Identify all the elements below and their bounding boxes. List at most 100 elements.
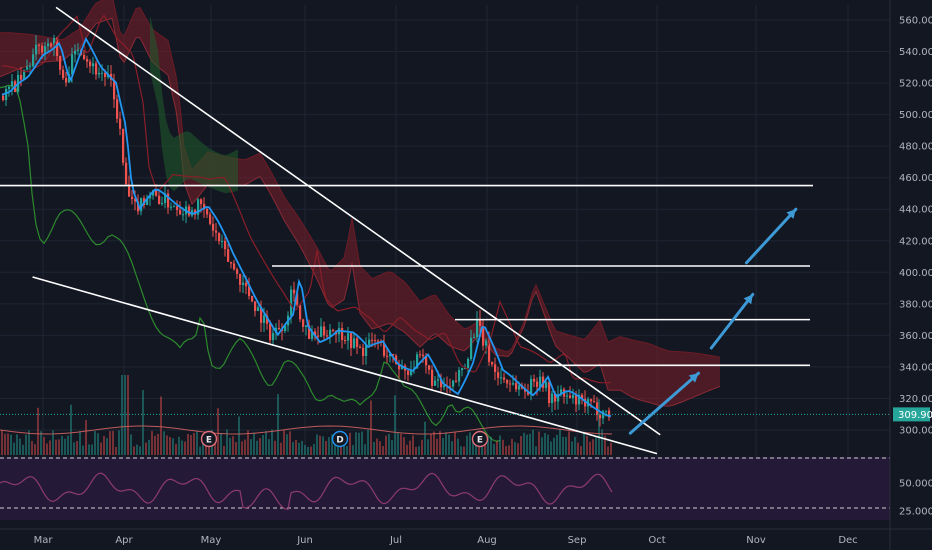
volume-bar xyxy=(445,432,447,455)
candle-body xyxy=(329,329,332,336)
candle-body xyxy=(179,210,182,215)
candle-body xyxy=(464,367,467,369)
candle-body xyxy=(41,45,44,53)
volume-bar xyxy=(1,430,3,455)
volume-bar xyxy=(241,441,243,455)
candle-body xyxy=(155,190,158,196)
candle-body xyxy=(218,232,221,242)
volume-bar xyxy=(283,430,285,455)
candle-body xyxy=(203,204,206,209)
volume-bar xyxy=(592,439,594,455)
candle-body xyxy=(494,364,497,373)
candle-body xyxy=(266,315,269,324)
volume-bar xyxy=(268,439,270,455)
volume-bar xyxy=(529,433,531,455)
indicator-line xyxy=(0,472,613,510)
volume-bar xyxy=(394,395,396,455)
event-circle xyxy=(200,430,218,448)
volume-bar xyxy=(103,435,105,455)
volume-bar xyxy=(199,446,201,455)
volume-bar xyxy=(91,444,93,455)
candle-body xyxy=(560,389,563,395)
time-tick-label: Dec xyxy=(838,535,857,546)
volume-bar xyxy=(472,438,474,455)
candle-body xyxy=(50,43,53,47)
candle-body xyxy=(572,394,575,398)
volume-bar xyxy=(535,446,537,455)
volume-bar xyxy=(370,400,372,455)
candle-body xyxy=(377,340,380,342)
candle-body xyxy=(86,59,89,62)
time-tick-label: Mar xyxy=(34,535,54,546)
candle-body xyxy=(536,381,539,387)
volume-bar xyxy=(49,440,51,455)
time-tick-label: Aug xyxy=(477,535,497,546)
volume-bar xyxy=(448,434,450,455)
volume-bar xyxy=(208,445,210,455)
volume-bar xyxy=(40,431,42,455)
candle-body xyxy=(2,95,5,101)
price-tick-label: 400.00 xyxy=(899,268,932,279)
candle-body xyxy=(59,55,62,70)
candle-body xyxy=(341,328,344,341)
candle-body xyxy=(230,261,233,264)
volume-bar xyxy=(433,431,435,455)
volume-bar xyxy=(469,432,471,455)
candle-body xyxy=(599,415,602,419)
volume-bar xyxy=(517,443,519,455)
candle-body xyxy=(566,395,569,397)
volume-bar xyxy=(409,440,411,455)
volume-bar xyxy=(391,440,393,455)
candle-body xyxy=(77,49,80,51)
volume-bar xyxy=(13,442,15,455)
event-marker[interactable]: D xyxy=(331,430,349,448)
event-circle xyxy=(471,430,489,448)
time-tick-label: Jul xyxy=(389,535,402,546)
candle-body xyxy=(260,307,263,323)
volume-bar xyxy=(250,439,252,455)
volume-bar xyxy=(220,433,222,455)
volume-bar xyxy=(76,441,78,455)
time-axis: Mar Apr May Jun Jul Aug Sep Oct Nov Dec xyxy=(34,535,858,546)
candle-body xyxy=(347,333,350,341)
volume-bar xyxy=(22,444,24,455)
volume-bar xyxy=(511,438,513,455)
candle-body xyxy=(254,301,257,312)
conversion-line xyxy=(1,36,612,417)
candle-body xyxy=(104,72,107,78)
candle-body xyxy=(35,44,38,55)
candle-body xyxy=(470,337,473,359)
candle-body xyxy=(353,338,356,348)
volume-bar xyxy=(79,431,81,455)
volume-bar xyxy=(376,438,378,455)
volume-bar xyxy=(286,434,288,455)
candle-body xyxy=(89,61,92,67)
volume-bar xyxy=(397,432,399,455)
event-marker[interactable]: E xyxy=(471,430,489,448)
volume-bar xyxy=(313,443,315,455)
candle-body xyxy=(248,286,251,296)
volume-bar xyxy=(367,429,369,455)
volume-bar xyxy=(493,444,495,455)
volume-bar xyxy=(346,446,348,455)
candle-body xyxy=(344,340,347,342)
volume-bar xyxy=(598,399,600,455)
lagging-span xyxy=(0,84,501,442)
candle-body xyxy=(215,230,218,233)
indicator-tick-label: 50.0000 xyxy=(899,479,932,490)
candle-body xyxy=(290,289,293,316)
candle-body xyxy=(98,72,101,75)
volume-bar xyxy=(46,443,48,455)
candle-body xyxy=(458,369,461,382)
event-marker[interactable]: E xyxy=(200,430,218,448)
volume-bar xyxy=(223,445,225,455)
candle-body xyxy=(71,54,74,75)
candle-body xyxy=(272,332,275,341)
event-circle xyxy=(331,430,349,448)
candle-body xyxy=(293,289,296,294)
volume-bar xyxy=(406,444,408,455)
candle-body xyxy=(332,329,335,331)
volume-bar xyxy=(490,436,492,455)
